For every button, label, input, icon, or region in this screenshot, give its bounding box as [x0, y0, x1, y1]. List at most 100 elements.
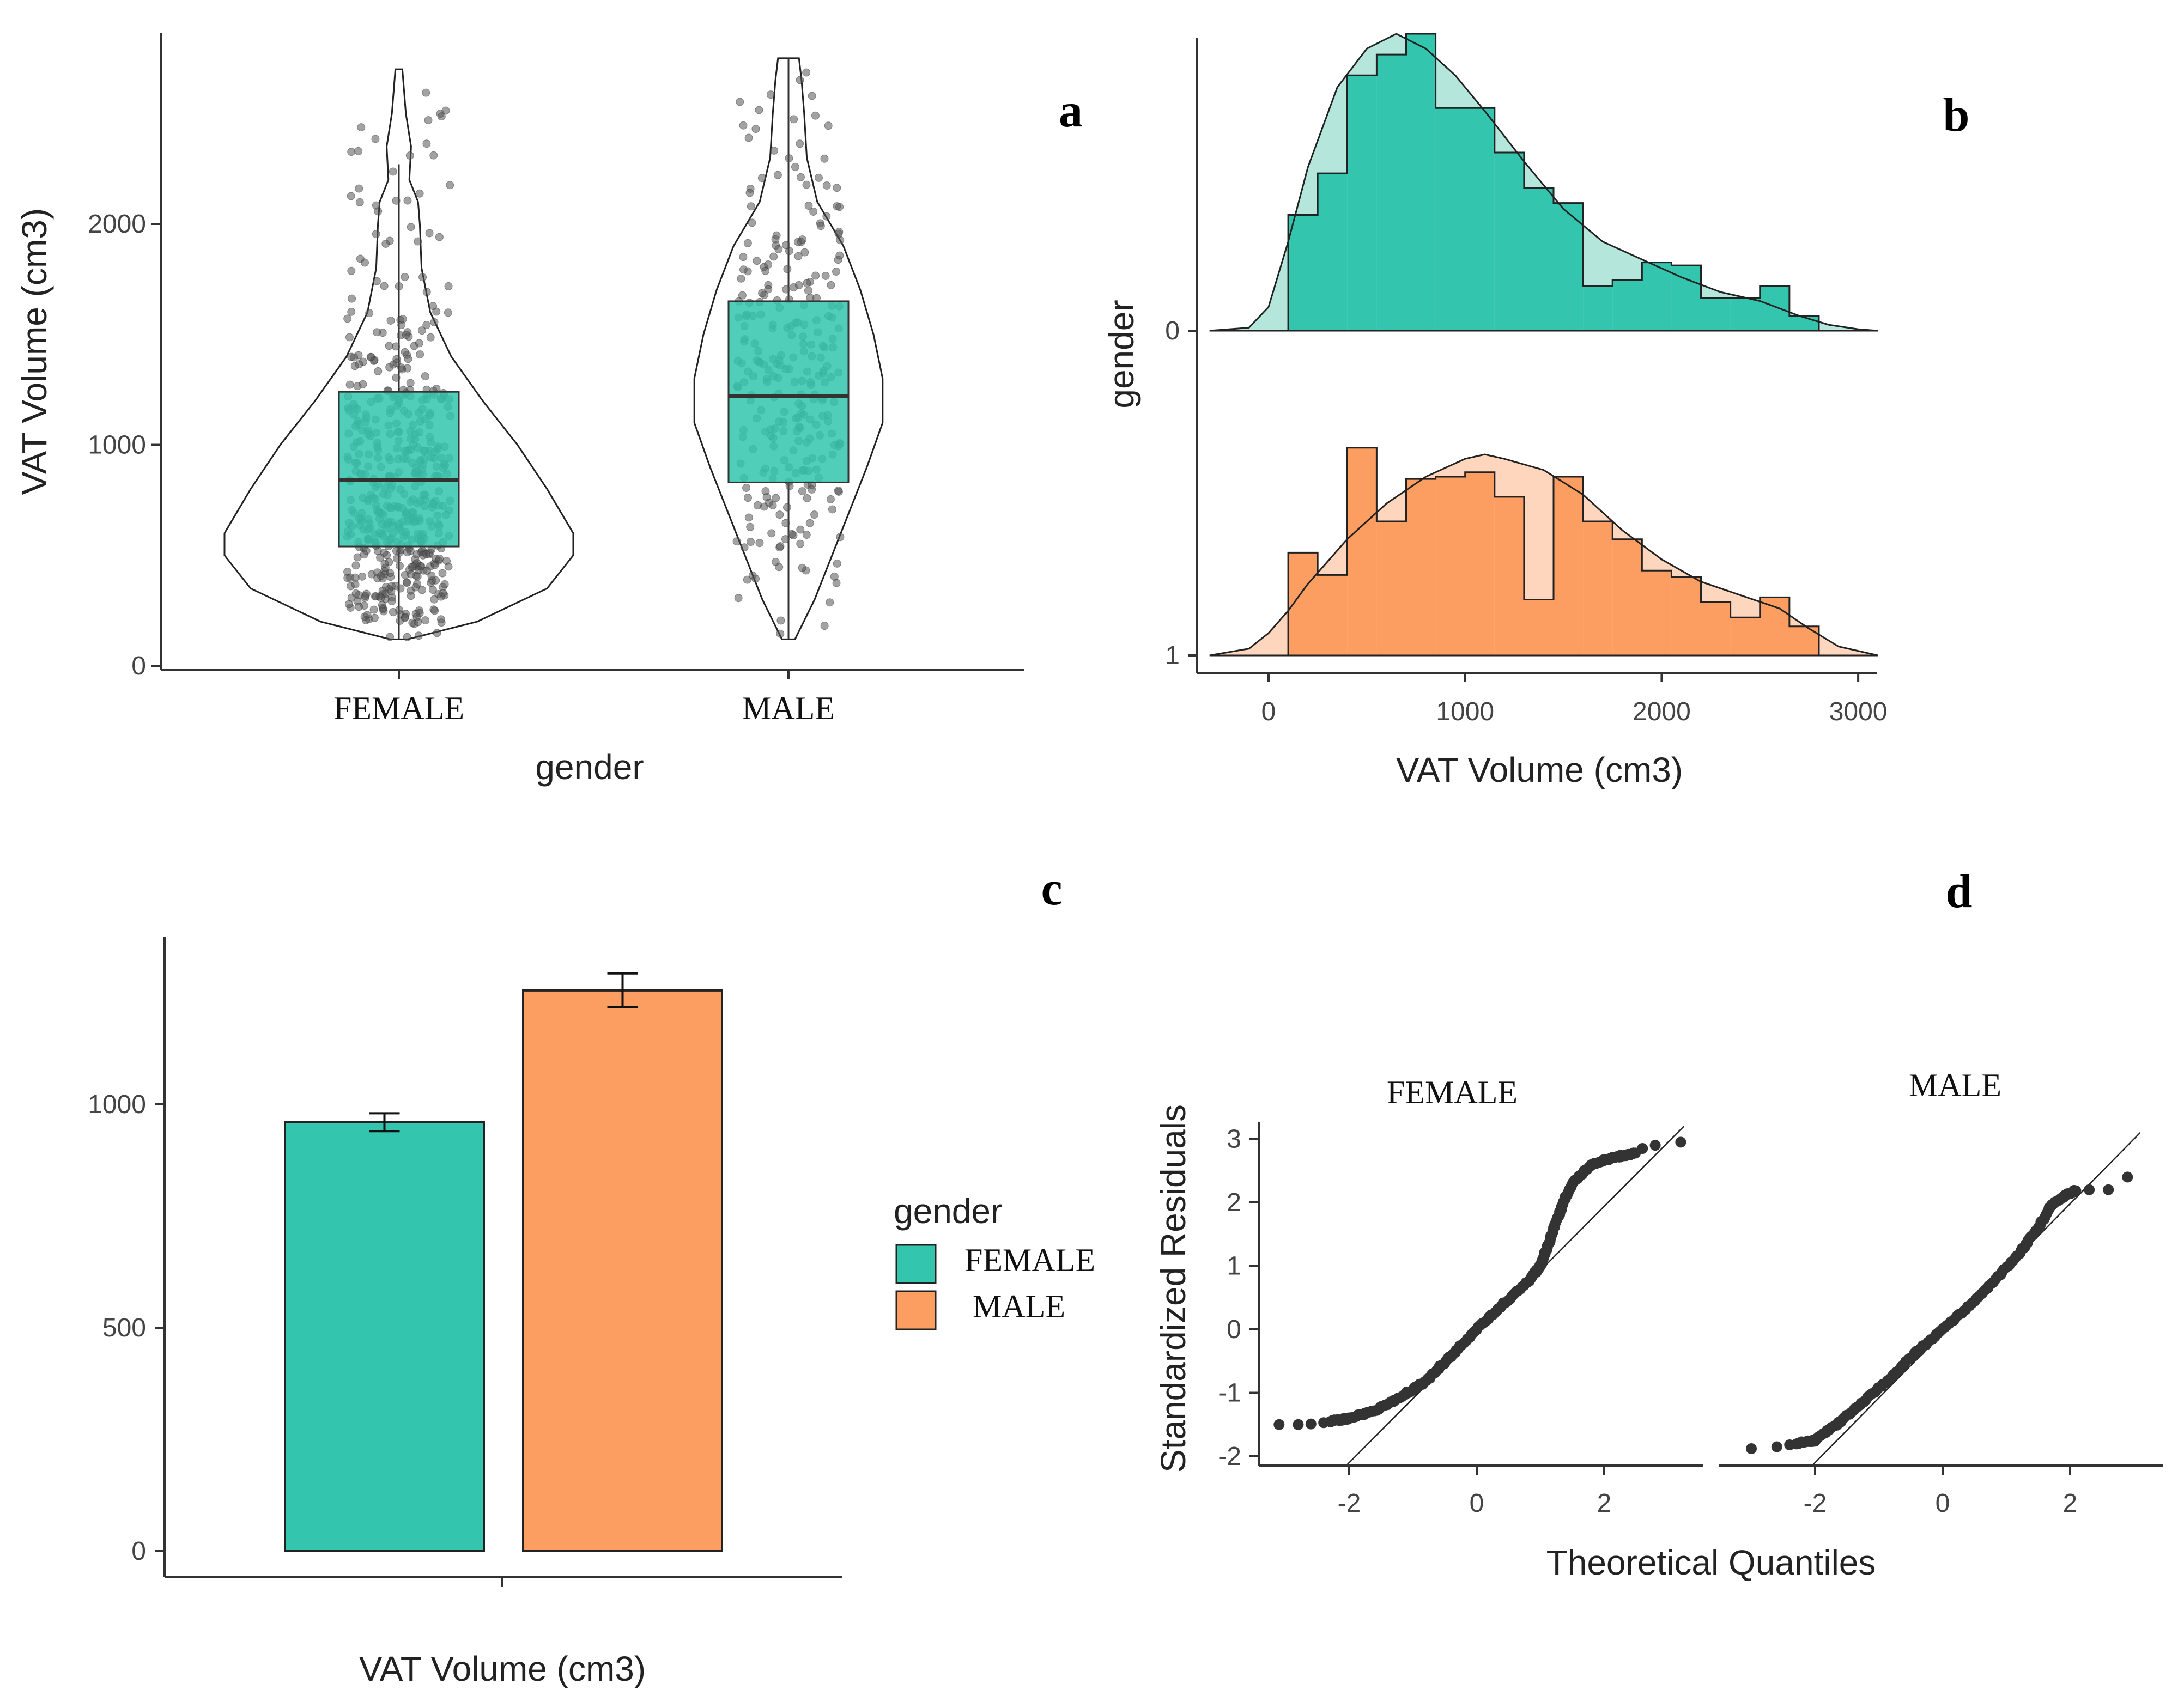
jitter-point-female	[377, 594, 385, 603]
jitter-point-female	[414, 566, 423, 574]
jitter-point-male	[776, 542, 785, 551]
jitter-point-male	[811, 111, 820, 120]
jitter-point-female	[422, 88, 430, 97]
panel-b-x-tick-label: 2000	[1633, 697, 1691, 726]
panel-a-y-axis-title: VAT Volume (cm3)	[15, 208, 54, 495]
hist-bar-0	[1789, 315, 1819, 331]
panel-d-letter: d	[1946, 865, 1973, 918]
panel-d-x-tick-label: 0	[1936, 1489, 1950, 1518]
hist-bar-0	[1465, 108, 1495, 331]
jitter-point-female	[355, 603, 363, 611]
jitter-point-female	[351, 561, 360, 570]
panel-c-legend: gender FEMALE MALE	[894, 1192, 1095, 1330]
jitter-point-male	[826, 598, 834, 607]
density-curve-0	[1209, 33, 1878, 332]
jitter-point-female	[405, 151, 414, 160]
facet-label-male: MALE	[1909, 1067, 2001, 1103]
jitter-point-female	[369, 605, 378, 614]
jitter-point-female	[395, 282, 403, 291]
jitter-point-male	[755, 539, 764, 548]
jitter-point-female	[347, 192, 355, 200]
jitter-point-female	[347, 352, 355, 361]
jitter-point-male	[783, 265, 792, 273]
panel-a-x-tick-label: MALE	[742, 690, 835, 726]
jitter-point-female	[425, 229, 434, 238]
legend-swatch-female	[895, 1244, 937, 1284]
panel-a-x-ticks: FEMALE MALE	[333, 670, 835, 726]
jitter-point-male	[745, 189, 754, 197]
panel-d-y-tick-label: -1	[1218, 1379, 1241, 1408]
jitter-point-male	[832, 579, 841, 587]
jitter-point-female	[398, 315, 407, 324]
jitter-point-male	[810, 510, 819, 519]
jitter-point-male	[761, 266, 770, 275]
jitter-point-female	[403, 196, 412, 205]
jitter-point-male	[803, 279, 811, 288]
jitter-point-male	[773, 171, 782, 179]
jitter-point-male	[739, 253, 748, 262]
panel-d-y-axis-title: Standardized Residuals	[1154, 1104, 1193, 1473]
panel-d-x-tick-label: -2	[1338, 1489, 1361, 1518]
panel-c-y-tick-label: 0	[131, 1537, 146, 1566]
jitter-point-female	[386, 569, 395, 578]
jitter-point-female	[401, 613, 409, 622]
jitter-point-female	[348, 294, 356, 303]
legend-swatch-male	[895, 1290, 937, 1330]
jitter-point-female	[374, 367, 383, 375]
panel-d-y-tick-label: 0	[1227, 1315, 1241, 1344]
hist-bar-1	[1583, 521, 1613, 655]
panel-c-y-tick-label: 500	[102, 1314, 146, 1342]
panel-c-x-axis-title: VAT Volume (cm3)	[359, 1649, 646, 1688]
jitter-point-male	[781, 519, 790, 527]
jitter-point-female	[422, 320, 431, 329]
jitter-point-male	[802, 531, 811, 539]
panel-c-y-ticks: 0 500 1000	[88, 1090, 165, 1566]
jitter-point-female	[392, 554, 401, 563]
box-female	[338, 391, 460, 548]
panel-d-y-tick-label: 1	[1227, 1252, 1241, 1281]
jitter-point-male	[824, 121, 833, 130]
jitter-point-female	[378, 574, 387, 583]
jitter-point-male	[738, 291, 747, 300]
qq-point-male	[2122, 1171, 2133, 1183]
jitter-point-male	[732, 537, 741, 546]
jitter-point-male	[782, 503, 791, 512]
jitter-point-male	[737, 274, 745, 283]
jitter-point-male	[794, 252, 803, 260]
jitter-point-male	[806, 293, 815, 302]
density-curve-1	[1209, 453, 1878, 657]
jitter-point-female	[408, 618, 417, 627]
jitter-point-female	[436, 592, 445, 601]
jitter-point-male	[770, 146, 779, 155]
jitter-point-female	[402, 331, 410, 339]
panel-b-marks	[1209, 33, 1878, 657]
jitter-point-male	[800, 248, 809, 257]
jitter-point-female	[357, 572, 366, 581]
jitter-point-female	[406, 379, 415, 387]
jitter-point-female	[357, 123, 366, 132]
jitter-point-female	[386, 316, 395, 325]
hist-bar-0	[1760, 286, 1789, 331]
panel-d-qq-plots: -2 -1 0 1 2 3 -2 0 2 -2 0 2 FEMALE MALE Theoretica…	[1154, 865, 2163, 1582]
jitter-point-female	[345, 380, 354, 389]
jitter-point-female	[407, 570, 415, 579]
jitter-point-male	[789, 531, 798, 539]
jitter-point-female	[432, 307, 441, 316]
jitter-point-female	[416, 350, 424, 359]
hist-bar-0	[1435, 108, 1465, 331]
hist-bar-0	[1642, 262, 1672, 331]
hist-bar-0	[1730, 298, 1760, 331]
panel-a-x-axis-title: gender	[535, 747, 644, 787]
panel-c-bar-chart: 0 500 1000 VAT Volume (cm3) c gender FEMAL…	[88, 862, 1095, 1688]
jitter-point-male	[748, 218, 756, 227]
jitter-point-male	[820, 154, 829, 163]
jitter-point-female	[401, 272, 409, 281]
jitter-point-male	[796, 76, 804, 84]
hist-bar-0	[1376, 54, 1406, 331]
jitter-point-male	[757, 174, 766, 183]
hist-bar-1	[1612, 539, 1642, 655]
jitter-point-female	[378, 601, 386, 610]
jitter-point-male	[808, 92, 816, 100]
jitter-point-male	[775, 563, 784, 572]
bar-female	[284, 1121, 485, 1553]
